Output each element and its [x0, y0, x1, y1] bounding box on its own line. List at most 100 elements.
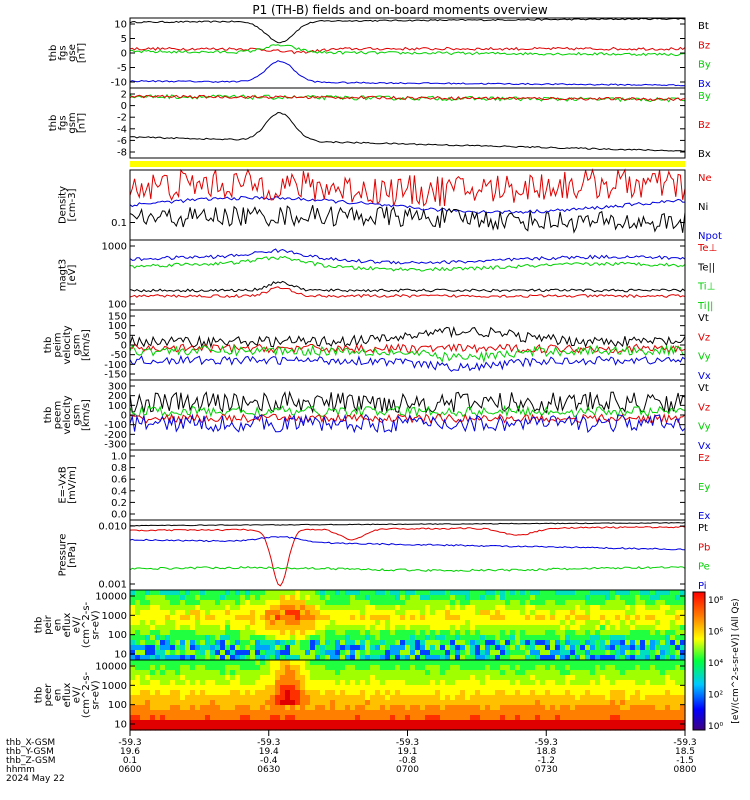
spectrogram-cell: [545, 700, 551, 706]
x-row-label: thb_Z-GSM: [6, 756, 55, 766]
spectrogram-cell: [310, 650, 316, 656]
spectrogram-cell: [535, 645, 541, 651]
spectrogram-cell: [405, 615, 411, 621]
spectrogram-cell: [390, 590, 396, 596]
spectrogram-cell: [350, 660, 356, 666]
spectrogram-cell: [530, 690, 536, 696]
spectrogram-cell: [405, 645, 411, 651]
spectrogram-cell: [155, 615, 161, 621]
spectrogram-cell: [220, 690, 226, 696]
spectrogram-cell: [450, 685, 456, 691]
x-tick-label: -59.3: [673, 738, 696, 748]
spectrogram-cell: [385, 650, 391, 656]
spectrogram-cell: [615, 635, 621, 641]
spectrogram-cell: [575, 690, 581, 696]
spectrogram-cell: [585, 620, 591, 626]
spectrogram-cell: [205, 610, 211, 616]
spectrogram-cell: [610, 595, 616, 601]
spectrogram-cell: [680, 610, 686, 616]
spectrogram-cell: [530, 685, 536, 691]
spectrogram-cell: [500, 635, 506, 641]
spectrogram-cell: [480, 625, 486, 631]
spectrogram-cell: [635, 665, 641, 671]
spectrogram-cell: [560, 695, 566, 701]
spectrogram-cell: [240, 635, 246, 641]
spectrogram-cell: [615, 590, 621, 596]
spectrogram-cell: [235, 645, 241, 651]
x-row-label: hhmm: [6, 765, 35, 775]
spectrogram-cell: [485, 675, 491, 681]
spectrogram-cell: [135, 725, 141, 731]
spectrogram-cell: [305, 610, 311, 616]
y-axis-label: peer: [43, 683, 54, 707]
spectrogram-cell: [295, 635, 301, 641]
spectrogram-cell: [535, 700, 541, 706]
spectrogram-cell: [200, 690, 206, 696]
spectrogram-cell: [615, 645, 621, 651]
spectrogram-cell: [585, 715, 591, 721]
spectrogram-cell: [175, 665, 181, 671]
spectrogram-cell: [570, 610, 576, 616]
spectrogram-cell: [280, 610, 286, 616]
spectrogram-cell: [535, 675, 541, 681]
spectrogram-cell: [205, 655, 211, 661]
spectrogram-cell: [390, 725, 396, 731]
spectrogram-cell: [550, 670, 556, 676]
spectrogram-cell: [590, 710, 596, 716]
spectrogram-cell: [315, 695, 321, 701]
spectrogram-cell: [570, 665, 576, 671]
spectrogram-cell: [290, 665, 296, 671]
spectrogram-cell: [480, 685, 486, 691]
spectrogram-cell: [325, 615, 331, 621]
spectrogram-cell: [145, 610, 151, 616]
y-axis-label: thb: [34, 617, 45, 634]
spectrogram-cell: [215, 640, 221, 646]
spectrogram-cell: [245, 630, 251, 636]
spectrogram-cell: [300, 595, 306, 601]
spectrogram-cell: [590, 715, 596, 721]
spectrogram-cell: [340, 590, 346, 596]
spectrogram-cell: [490, 600, 496, 606]
spectrogram-cell: [410, 620, 416, 626]
spectrogram-cell: [165, 605, 171, 611]
spectrogram-cell: [205, 710, 211, 716]
spectrogram-cell: [480, 595, 486, 601]
legend-entry: By: [698, 91, 711, 102]
spectrogram-cell: [530, 650, 536, 656]
spectrogram-cell: [345, 675, 351, 681]
spectrogram-cell: [170, 625, 176, 631]
y-axis-label: peem: [53, 401, 64, 429]
spectrogram-cell: [450, 605, 456, 611]
spectrogram-cell: [440, 600, 446, 606]
spectrogram-cell: [625, 705, 631, 711]
spectrogram-cell: [415, 660, 421, 666]
spectrogram-cell: [140, 695, 146, 701]
spectrogram-cell: [290, 615, 296, 621]
spectrogram-cell: [145, 660, 151, 666]
spectrogram-cell: [325, 630, 331, 636]
spectrogram-cell: [565, 710, 571, 716]
spectrogram-cell: [650, 605, 656, 611]
spectrogram-cell: [465, 635, 471, 641]
spectrogram-cell: [320, 715, 326, 721]
spectrogram-cell: [525, 635, 531, 641]
spectrogram-cell: [595, 720, 601, 726]
spectrogram-cell: [620, 615, 626, 621]
spectrogram-cell: [275, 660, 281, 666]
spectrogram-cell: [550, 650, 556, 656]
spectrogram-cell: [170, 690, 176, 696]
spectrogram-cell: [555, 715, 561, 721]
spectrogram-cell: [615, 660, 621, 666]
spectrogram-cell: [365, 615, 371, 621]
spectrogram-cell: [300, 680, 306, 686]
spectrogram-cell: [370, 640, 376, 646]
spectrogram-cell: [655, 620, 661, 626]
spectrogram-cell: [385, 625, 391, 631]
spectrogram-cell: [300, 620, 306, 626]
spectrogram-cell: [225, 600, 231, 606]
spectrogram-cell: [475, 590, 481, 596]
spectrogram-cell: [335, 675, 341, 681]
spectrogram-cell: [530, 660, 536, 666]
x-tick-label: 0800: [674, 765, 697, 775]
spectrogram-cell: [205, 650, 211, 656]
